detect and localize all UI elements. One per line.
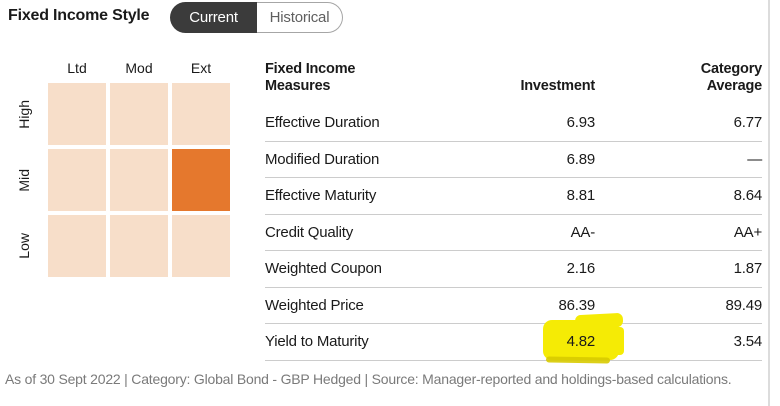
measure-cell: Effective Duration — [265, 114, 380, 132]
column-label-ltd: Ltd — [67, 60, 87, 76]
measure-cell: Modified Duration — [265, 150, 380, 168]
category-cell: 89.49 — [725, 296, 762, 314]
page-title: Fixed Income Style — [8, 7, 150, 24]
investment-cell: 6.93 — [566, 114, 596, 132]
footnote: As of 30 Sept 2022 | Category: Global Bo… — [5, 371, 732, 387]
investment-cell: 8.81 — [566, 187, 596, 205]
investment-cell-highlighted: 4.82 — [475, 333, 596, 351]
style-box-cell — [110, 149, 168, 211]
category-cell: 1.87 — [733, 260, 763, 278]
frame-edge-line — [768, 0, 770, 406]
style-box-column-labels: Ltd Mod Ext — [48, 60, 230, 76]
row-label-mid: Mid — [16, 168, 32, 192]
header-category-average: Category Average — [700, 60, 762, 95]
table-row: Modified Duration 6.89 — — [265, 142, 762, 178]
measure-cell: Credit Quality — [265, 223, 354, 241]
style-box-cell — [48, 215, 106, 277]
measure-cell: Effective Maturity — [265, 187, 377, 205]
investment-cell: 86.39 — [558, 296, 595, 314]
highlighter-mark — [543, 313, 624, 364]
table-row: Weighted Coupon 2.16 1.87 — [265, 251, 762, 288]
table-row: Effective Duration 6.93 6.77 — [265, 105, 762, 142]
category-cell: 6.77 — [733, 114, 763, 132]
category-cell: 8.64 — [733, 187, 763, 205]
column-label-mod: Mod — [125, 60, 153, 76]
highlighted-value: 4.82 — [566, 333, 596, 351]
style-box-cell — [172, 215, 230, 277]
style-box-cell — [110, 83, 168, 145]
header-investment: Investment — [520, 78, 595, 95]
view-toggle: Current Historical — [170, 2, 343, 33]
table-row: Weighted Price 86.39 89.49 — [265, 288, 762, 324]
investment-cell: 6.89 — [566, 150, 596, 168]
category-cell: AA+ — [733, 223, 762, 241]
row-label-high: High — [16, 99, 32, 129]
style-box-cell — [48, 149, 106, 211]
column-label-ext: Ext — [190, 60, 212, 76]
table-row: Credit Quality AA- AA+ — [265, 215, 762, 251]
table-row: Effective Maturity 8.81 8.64 — [265, 178, 762, 215]
style-box-cell-active — [172, 149, 230, 211]
fixed-income-measures-table: Fixed Income Measures Investment Categor… — [265, 60, 762, 361]
toggle-current-button[interactable]: Current — [170, 2, 257, 33]
style-box-cell — [48, 83, 106, 145]
measure-cell: Weighted Price — [265, 296, 364, 314]
row-label-low: Low — [16, 233, 32, 259]
style-box-grid — [48, 83, 230, 277]
investment-cell: 2.16 — [566, 260, 596, 278]
measure-cell: Yield to Maturity — [265, 333, 369, 351]
table-row: Yield to Maturity 4.82 3.54 — [265, 324, 762, 361]
style-box-cell — [172, 83, 230, 145]
category-cell: — — [747, 150, 762, 168]
style-box-cell — [110, 215, 168, 277]
table-header-row: Fixed Income Measures Investment Categor… — [265, 60, 762, 105]
investment-cell: AA- — [570, 223, 596, 241]
toggle-historical-button[interactable]: Historical — [257, 2, 343, 33]
measure-cell: Weighted Coupon — [265, 260, 382, 278]
header-measures: Fixed Income Measures — [265, 60, 356, 95]
category-cell: 3.54 — [733, 333, 763, 351]
style-box-row-labels: High Mid Low — [14, 83, 34, 277]
